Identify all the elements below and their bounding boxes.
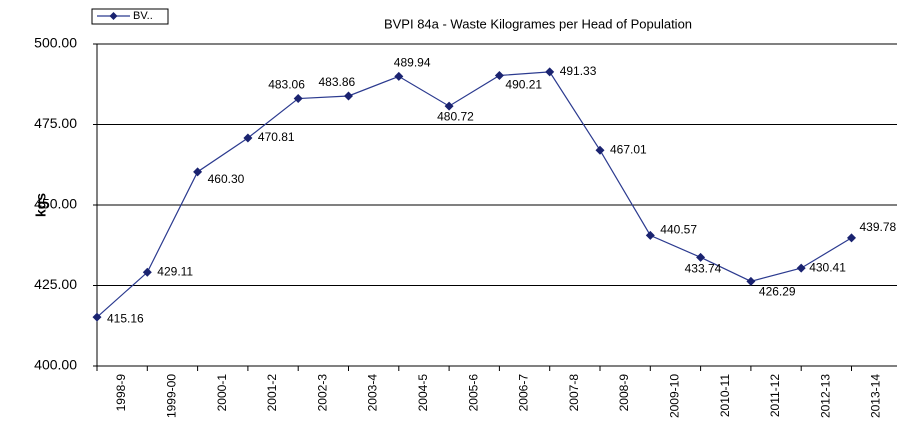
data-label: 440.57 [660,223,697,237]
data-label: 489.94 [394,56,431,70]
x-tick-label: 2010-11 [718,374,732,417]
y-tick-label: 425.00 [34,276,77,292]
x-tick-label: 2012-13 [818,374,832,418]
x-tick-label: 2000-1 [215,374,229,412]
x-tick-label: 1998-9 [114,374,128,412]
x-tick-label: 2002-3 [315,374,329,412]
y-tick-label: 400.00 [34,357,77,373]
x-tick-label: 2008-9 [617,374,631,412]
data-label: 429.11 [157,264,193,278]
x-tick-label: 2009-10 [667,374,681,418]
marker [142,267,152,277]
y-tick-label: 475.00 [34,115,77,131]
marker [193,167,203,177]
data-label: 439.78 [860,220,897,234]
marker [545,67,555,77]
x-tick-label: 2003-4 [366,374,380,412]
data-label: 490.21 [505,78,542,92]
marker [494,71,504,81]
y-axis-title: kgs [33,193,49,217]
marker [444,101,454,111]
marker [293,94,303,104]
data-label: 480.72 [437,109,474,123]
chart-title: BVPI 84a - Waste Kilogrames per Head of … [384,16,692,31]
y-tick-label: 500.00 [34,35,77,51]
data-label: 467.01 [610,142,647,156]
line [96,71,852,318]
data-label: 460.30 [208,172,245,186]
legend-marker [109,12,118,20]
marker [796,263,806,273]
marker [595,145,605,155]
data-label: 483.06 [268,78,305,92]
data-label: 483.86 [319,75,356,89]
marker [243,133,253,143]
data-label: 433.74 [685,262,722,276]
data-label: 415.16 [107,311,144,325]
marker [92,312,102,322]
legend: BV.. [91,8,169,25]
x-tick-label: 2005-6 [466,374,480,412]
data-label: 470.81 [258,130,295,144]
marker [645,230,655,240]
legend-label: BV.. [133,10,153,22]
x-tick-label: 2006-7 [517,374,531,412]
marker [394,71,404,81]
x-tick-label: 2004-5 [416,374,430,412]
x-tick-label: 2011-12 [768,374,782,417]
data-label: 430.41 [809,260,846,274]
x-tick-label: 2013-14 [869,374,883,418]
x-tick-label: 2007-8 [567,374,581,412]
x-tick-label: 1999-00 [164,374,178,418]
data-label: 491.33 [560,64,597,78]
data-label: 426.29 [759,285,796,299]
marker [696,252,706,262]
marker [847,233,856,243]
x-tick-label: 2001-2 [265,374,279,412]
marker [344,91,353,101]
y-tick-label: 450.00 [34,196,77,212]
marker [746,276,756,286]
